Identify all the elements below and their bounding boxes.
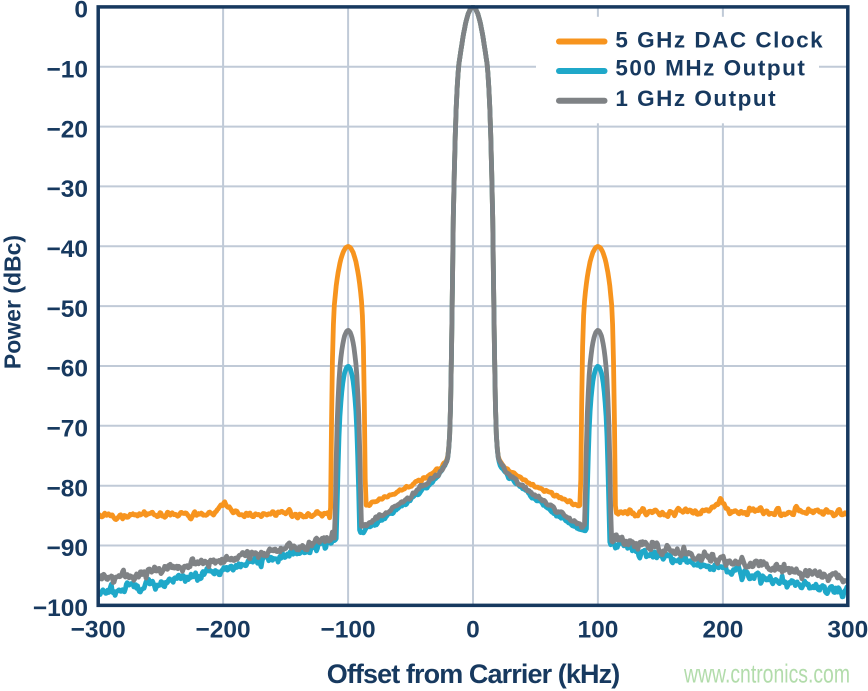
svg-text:−80: −80 [46,475,88,502]
svg-text:200: 200 [702,617,743,644]
svg-text:−10: −10 [46,56,88,83]
svg-text:−100: −100 [33,595,88,622]
svg-text:−100: −100 [321,617,376,644]
svg-text:Power (dBc): Power (dBc) [0,235,26,369]
svg-text:−50: −50 [46,296,88,323]
svg-text:100: 100 [577,617,618,644]
svg-text:−300: −300 [71,617,126,644]
svg-text:−20: −20 [46,116,88,143]
svg-text:500 MHz Output: 500 MHz Output [615,56,806,81]
svg-text:0: 0 [466,617,480,644]
svg-text:−90: −90 [46,535,88,562]
svg-text:−70: −70 [46,416,88,443]
svg-text:−200: −200 [196,617,251,644]
svg-text:www.cntronics.com: www.cntronics.com [683,659,850,689]
svg-text:−60: −60 [46,356,88,383]
svg-text:Offset from Carrier (kHz): Offset from Carrier (kHz) [327,659,620,689]
svg-text:1 GHz Output: 1 GHz Output [615,86,777,111]
svg-text:0: 0 [74,0,88,24]
svg-text:−40: −40 [46,236,88,263]
svg-text:5 GHz DAC Clock: 5 GHz DAC Clock [615,28,824,53]
svg-text:−30: −30 [46,176,88,203]
svg-text:300: 300 [827,617,868,644]
